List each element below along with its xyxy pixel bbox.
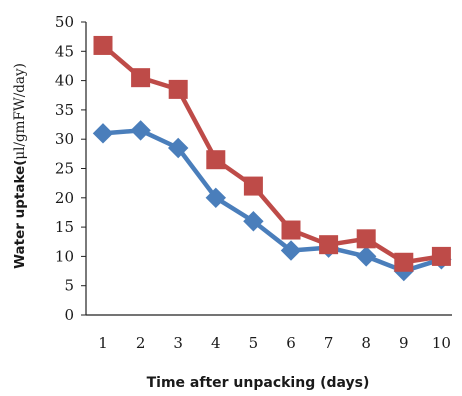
x-tick-label: 5 [249, 334, 259, 352]
series-2-point [206, 150, 226, 170]
series-2-point [319, 235, 339, 255]
x-tick-label: 1 [98, 334, 108, 352]
x-tick-label: 9 [399, 334, 409, 352]
y-tick-label: 45 [55, 42, 74, 60]
x-tick-label: 3 [173, 334, 183, 352]
y-tick-label: 30 [55, 130, 74, 148]
series-2-line [101, 43, 442, 265]
y-axis-title: Water uptake(μl/gmFW/day) [12, 63, 28, 269]
series-1-point [280, 240, 302, 261]
series-1-point [92, 123, 114, 144]
x-tick-label: 2 [136, 334, 146, 352]
series-2 [93, 35, 451, 272]
y-tick-label: 0 [64, 306, 74, 324]
y-tick-label: 15 [55, 218, 74, 236]
series-2-point [431, 246, 451, 266]
x-tick-label: 7 [324, 334, 334, 352]
series-1-point [355, 246, 377, 267]
series-2-point [243, 176, 263, 196]
y-axis-title-mu: μ [12, 151, 28, 160]
series-2-point [168, 79, 188, 99]
y-tick-label: 10 [55, 247, 74, 265]
x-axis-title: Time after unpacking (days) [147, 375, 370, 391]
series-2-point [93, 35, 113, 55]
y-axis-title-suffix: l/gmFW/day) [12, 63, 28, 151]
y-tick-label: 40 [55, 72, 74, 90]
y-tick-label: 20 [55, 189, 74, 207]
x-tick-label: 6 [286, 334, 296, 352]
series-1-point [167, 137, 189, 159]
x-tick-labels: 1 2 3 4 5 6 7 8 9 10 [98, 334, 451, 352]
y-tick-labels: 0 5 10 15 20 25 30 35 40 45 50 [55, 13, 86, 324]
series-1-point [205, 187, 227, 209]
series-2-point [131, 68, 151, 88]
series-1-point [243, 211, 264, 232]
series-1-line [102, 128, 443, 274]
series-layer [92, 35, 452, 282]
x-tick-label: 8 [361, 334, 371, 352]
y-tick-label: 5 [64, 277, 74, 295]
series-2-point [394, 252, 414, 272]
series-2-point [356, 229, 376, 249]
y-axis-title-prefix: Water uptake( [12, 160, 28, 269]
x-tick-label: 4 [211, 334, 221, 352]
y-tick-label: 35 [55, 101, 74, 119]
series-2-point [281, 220, 301, 240]
y-tick-label: 50 [55, 13, 74, 31]
x-tick-label: 10 [432, 334, 451, 352]
series-1-point [130, 120, 151, 141]
y-tick-label: 25 [55, 160, 74, 178]
